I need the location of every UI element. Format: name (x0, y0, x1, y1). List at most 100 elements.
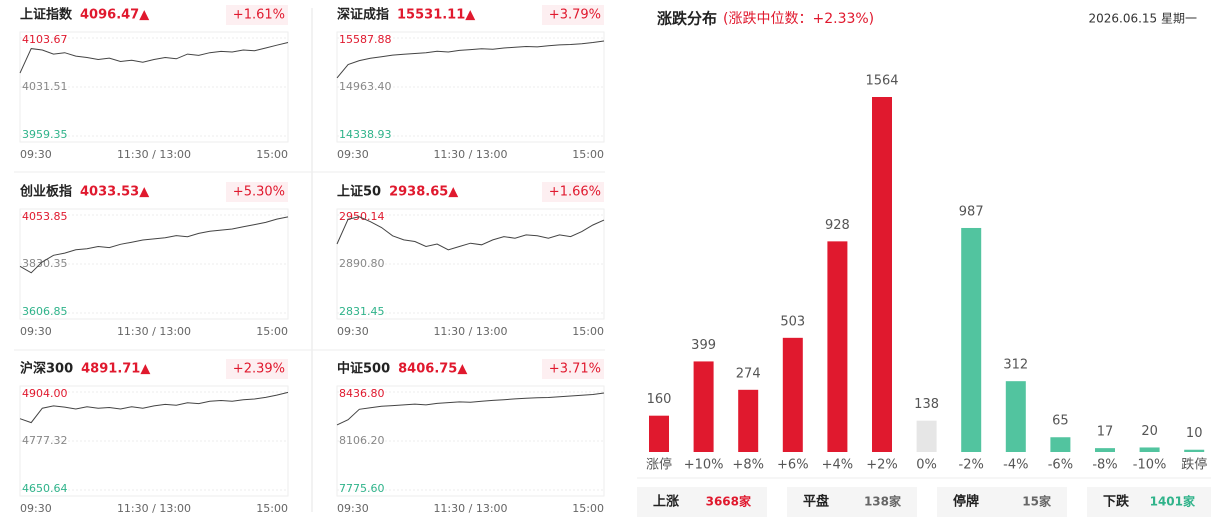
summary-box (637, 487, 767, 517)
x-tick-label: -8% (1092, 458, 1117, 473)
value-label: 1564 (865, 74, 898, 89)
x-tick-label: 15:00 (572, 148, 604, 161)
summary-label: 平盘 (803, 494, 829, 510)
summary-count: 3668家 (706, 494, 752, 509)
value-label: 928 (825, 218, 850, 233)
x-tick-label: 09:30 (20, 325, 52, 338)
bar (1139, 447, 1160, 452)
value-label: 17 (1097, 425, 1114, 440)
bar (961, 227, 982, 452)
change-badge (226, 359, 288, 379)
index-line (19, 391, 289, 424)
summary-box (937, 487, 1067, 517)
y-tick-label: 8106.20 (339, 434, 385, 447)
bar (782, 337, 803, 452)
index-name: 创业板指 (19, 184, 72, 200)
x-tick-label: -6% (1048, 458, 1073, 473)
x-tick-label: 09:30 (337, 148, 369, 161)
y-tick-label: 3606.85 (22, 305, 68, 318)
index-name: 上证50 (337, 185, 381, 200)
bar (1050, 437, 1071, 452)
index-name: 中证500 (337, 361, 390, 377)
y-tick-label: 4777.32 (22, 434, 68, 447)
value-label: 503 (780, 314, 805, 329)
index-name: 深证成指 (337, 7, 389, 23)
index-price: 15531.11▲ (397, 8, 475, 23)
x-tick-label: 15:00 (256, 148, 288, 161)
summary-count: 15家 (1022, 494, 1052, 509)
x-tick-label: 15:00 (572, 502, 604, 515)
x-tick-label: 09:30 (337, 325, 369, 338)
bar (738, 389, 759, 452)
x-tick-label: 15:00 (256, 502, 288, 515)
x-tick-label: 15:00 (572, 325, 604, 338)
x-tick-label: 09:30 (20, 502, 52, 515)
y-tick-label: 2950.14 (339, 210, 385, 223)
index-change: +2.39% (233, 362, 285, 377)
x-tick-label: -2% (959, 458, 984, 473)
summary-count: 1401家 (1150, 494, 1196, 509)
y-tick-label: 8436.80 (339, 387, 385, 400)
index-price: 2938.65▲ (389, 185, 458, 200)
x-tick-label: -10% (1133, 458, 1167, 473)
change-badge (542, 182, 604, 202)
x-tick-label: 09:30 (20, 148, 52, 161)
change-badge (542, 5, 604, 25)
y-tick-label: 4103.67 (22, 33, 68, 46)
value-label: 987 (959, 204, 984, 219)
index-change: +5.30% (233, 185, 285, 200)
index-price: 8406.75▲ (398, 362, 467, 377)
y-tick-label: 15587.88 (339, 33, 392, 46)
summary-label: 上涨 (653, 495, 679, 510)
x-tick-label: 11:30 / 13:00 (117, 148, 191, 161)
value-label: 65 (1052, 414, 1069, 429)
bar (649, 415, 669, 452)
x-tick-label: 11:30 / 13:00 (117, 502, 191, 515)
change-badge (226, 5, 288, 25)
date: 2026.06.15 星期一 (1088, 12, 1197, 26)
y-tick-label: 3959.35 (22, 128, 68, 141)
x-tick-label: +8% (732, 458, 764, 473)
y-tick-label: 14963.40 (339, 80, 392, 93)
y-tick-label: 3830.35 (22, 257, 68, 270)
change-badge (542, 359, 604, 379)
y-tick-label: 14338.93 (339, 128, 392, 141)
x-tick-label: 涨停 (646, 457, 672, 473)
summary-label: 停牌 (953, 494, 979, 510)
chart-subtitle: (涨跌中位数：+2.33%) (723, 11, 874, 27)
index-price: 4033.53▲ (80, 185, 149, 200)
value-label: 160 (647, 392, 672, 407)
index-line (19, 42, 289, 74)
bar (1005, 381, 1026, 452)
index-name: 沪深300 (20, 361, 73, 377)
index-line (336, 216, 605, 251)
value-label: 20 (1141, 424, 1158, 439)
bar (693, 361, 714, 452)
index-change: +1.66% (549, 185, 601, 200)
index-line (336, 392, 605, 426)
y-tick-label: 2831.45 (339, 305, 385, 318)
value-label: 10 (1186, 426, 1203, 441)
y-tick-label: 7775.60 (339, 482, 385, 495)
change-badge (226, 182, 288, 202)
x-tick-label: 15:00 (256, 325, 288, 338)
y-tick-label: 2890.80 (339, 257, 385, 270)
summary-box (787, 487, 917, 517)
chart-title: 涨跌分布 (657, 10, 717, 28)
bar (916, 420, 937, 452)
x-tick-label: 09:30 (337, 502, 369, 515)
x-tick-label: 11:30 / 13:00 (433, 502, 507, 515)
index-change: +3.79% (549, 8, 601, 23)
bar (827, 241, 848, 452)
index-change: +1.61% (233, 8, 285, 23)
summary-box (1087, 487, 1211, 517)
y-tick-label: 4904.00 (22, 387, 68, 400)
value-label: 312 (1003, 358, 1028, 373)
index-price: 4891.71▲ (81, 362, 150, 377)
y-tick-label: 4031.51 (22, 80, 68, 93)
bar (1184, 449, 1205, 452)
x-tick-label: -4% (1003, 458, 1028, 473)
x-tick-label: 11:30 / 13:00 (433, 148, 507, 161)
